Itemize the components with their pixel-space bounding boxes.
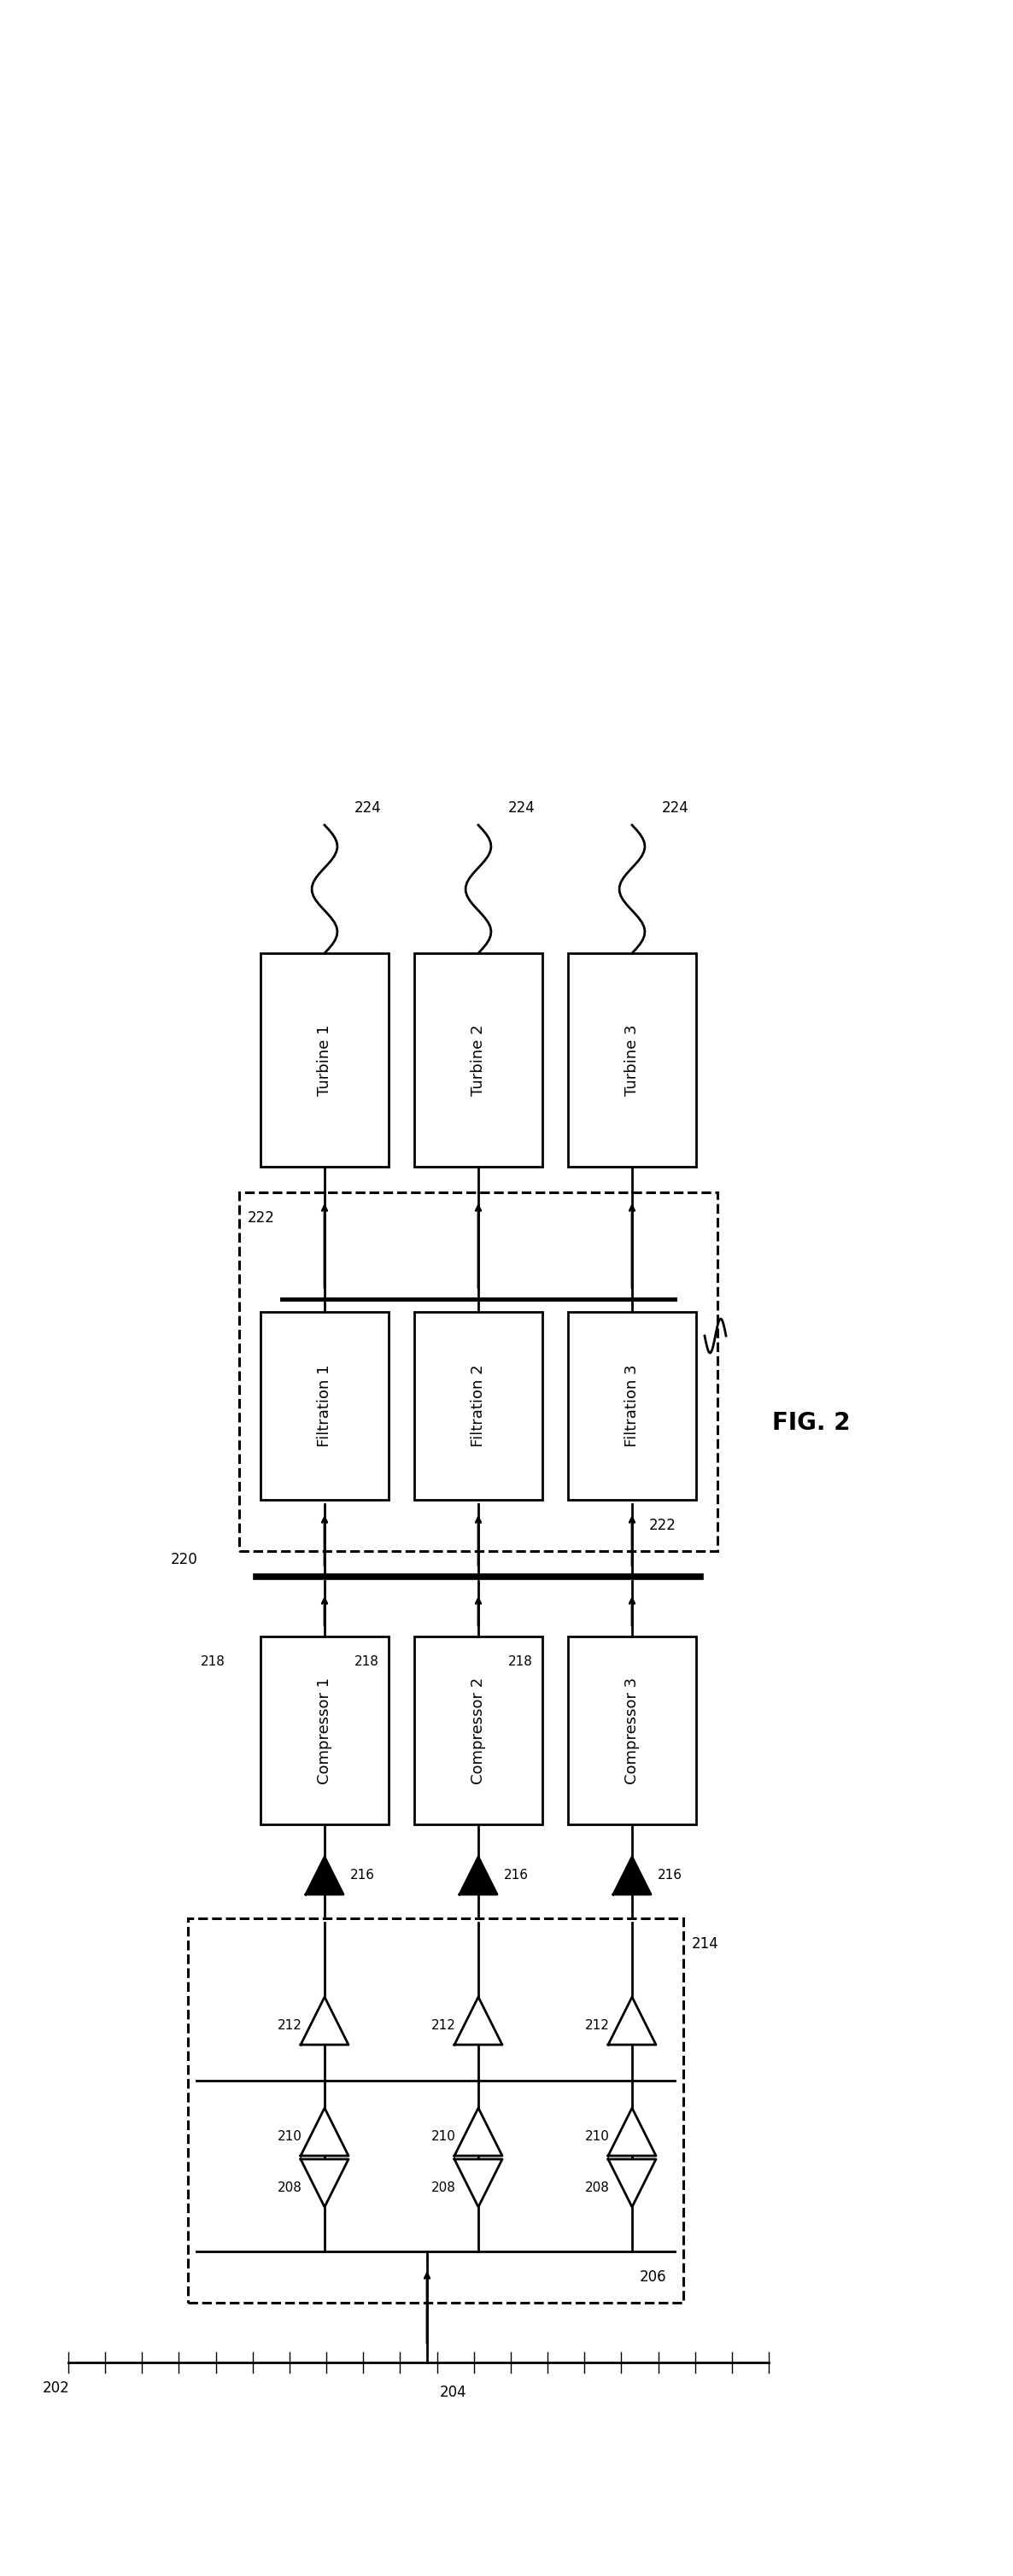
Text: Compressor 3: Compressor 3	[624, 1677, 640, 1785]
Text: 224: 224	[355, 801, 382, 817]
Text: 216: 216	[657, 1870, 683, 1883]
Text: 222: 222	[649, 1517, 677, 1533]
Text: 206: 206	[639, 2269, 667, 2285]
Bar	[414, 953, 542, 1167]
Polygon shape	[301, 1996, 348, 2045]
Polygon shape	[455, 2159, 502, 2208]
Polygon shape	[608, 1996, 656, 2045]
Text: 224: 224	[661, 801, 689, 817]
Text: Filtration 2: Filtration 2	[471, 1365, 486, 1448]
Bar	[568, 1311, 696, 1499]
Text: 218: 218	[201, 1656, 225, 1669]
Text: FIG. 2: FIG. 2	[772, 1412, 851, 1435]
Bar	[239, 1193, 717, 1551]
Bar	[414, 1311, 542, 1499]
Text: 212: 212	[586, 2020, 610, 2032]
Text: 218: 218	[355, 1656, 379, 1669]
Polygon shape	[301, 2159, 348, 2208]
Bar	[414, 1636, 542, 1824]
Bar	[260, 1311, 389, 1499]
Text: Turbine 3: Turbine 3	[624, 1025, 640, 1095]
Text: 214: 214	[692, 1937, 719, 1953]
Text: 210: 210	[586, 2130, 610, 2143]
Text: 210: 210	[432, 2130, 456, 2143]
Text: 204: 204	[440, 2385, 467, 2401]
Text: 220: 220	[171, 1551, 198, 1566]
Polygon shape	[460, 1857, 497, 1893]
Bar	[568, 1636, 696, 1824]
Polygon shape	[608, 2107, 656, 2156]
Polygon shape	[613, 1857, 650, 1893]
Polygon shape	[455, 1996, 502, 2045]
Polygon shape	[455, 2107, 502, 2156]
Bar	[260, 1636, 389, 1824]
Bar	[260, 953, 389, 1167]
Text: Compressor 2: Compressor 2	[471, 1677, 486, 1785]
Text: Filtration 1: Filtration 1	[317, 1365, 332, 1448]
Text: Turbine 2: Turbine 2	[471, 1025, 486, 1095]
Text: 224: 224	[509, 801, 535, 817]
Text: 216: 216	[350, 1870, 375, 1883]
Text: Filtration 3: Filtration 3	[624, 1365, 640, 1448]
Text: 212: 212	[432, 2020, 456, 2032]
Polygon shape	[608, 2159, 656, 2208]
Text: 216: 216	[503, 1870, 529, 1883]
Text: 208: 208	[278, 2182, 302, 2195]
Text: 222: 222	[248, 1211, 275, 1226]
Text: 208: 208	[586, 2182, 610, 2195]
Text: 218: 218	[509, 1656, 533, 1669]
Text: Turbine 1: Turbine 1	[317, 1025, 332, 1095]
Text: 210: 210	[278, 2130, 302, 2143]
Polygon shape	[301, 2107, 348, 2156]
Polygon shape	[306, 1857, 343, 1893]
Bar	[187, 1919, 684, 2303]
Text: 208: 208	[432, 2182, 456, 2195]
Bar	[568, 953, 696, 1167]
Text: Compressor 1: Compressor 1	[317, 1677, 332, 1783]
Text: 212: 212	[278, 2020, 302, 2032]
Text: 202: 202	[43, 2380, 70, 2396]
